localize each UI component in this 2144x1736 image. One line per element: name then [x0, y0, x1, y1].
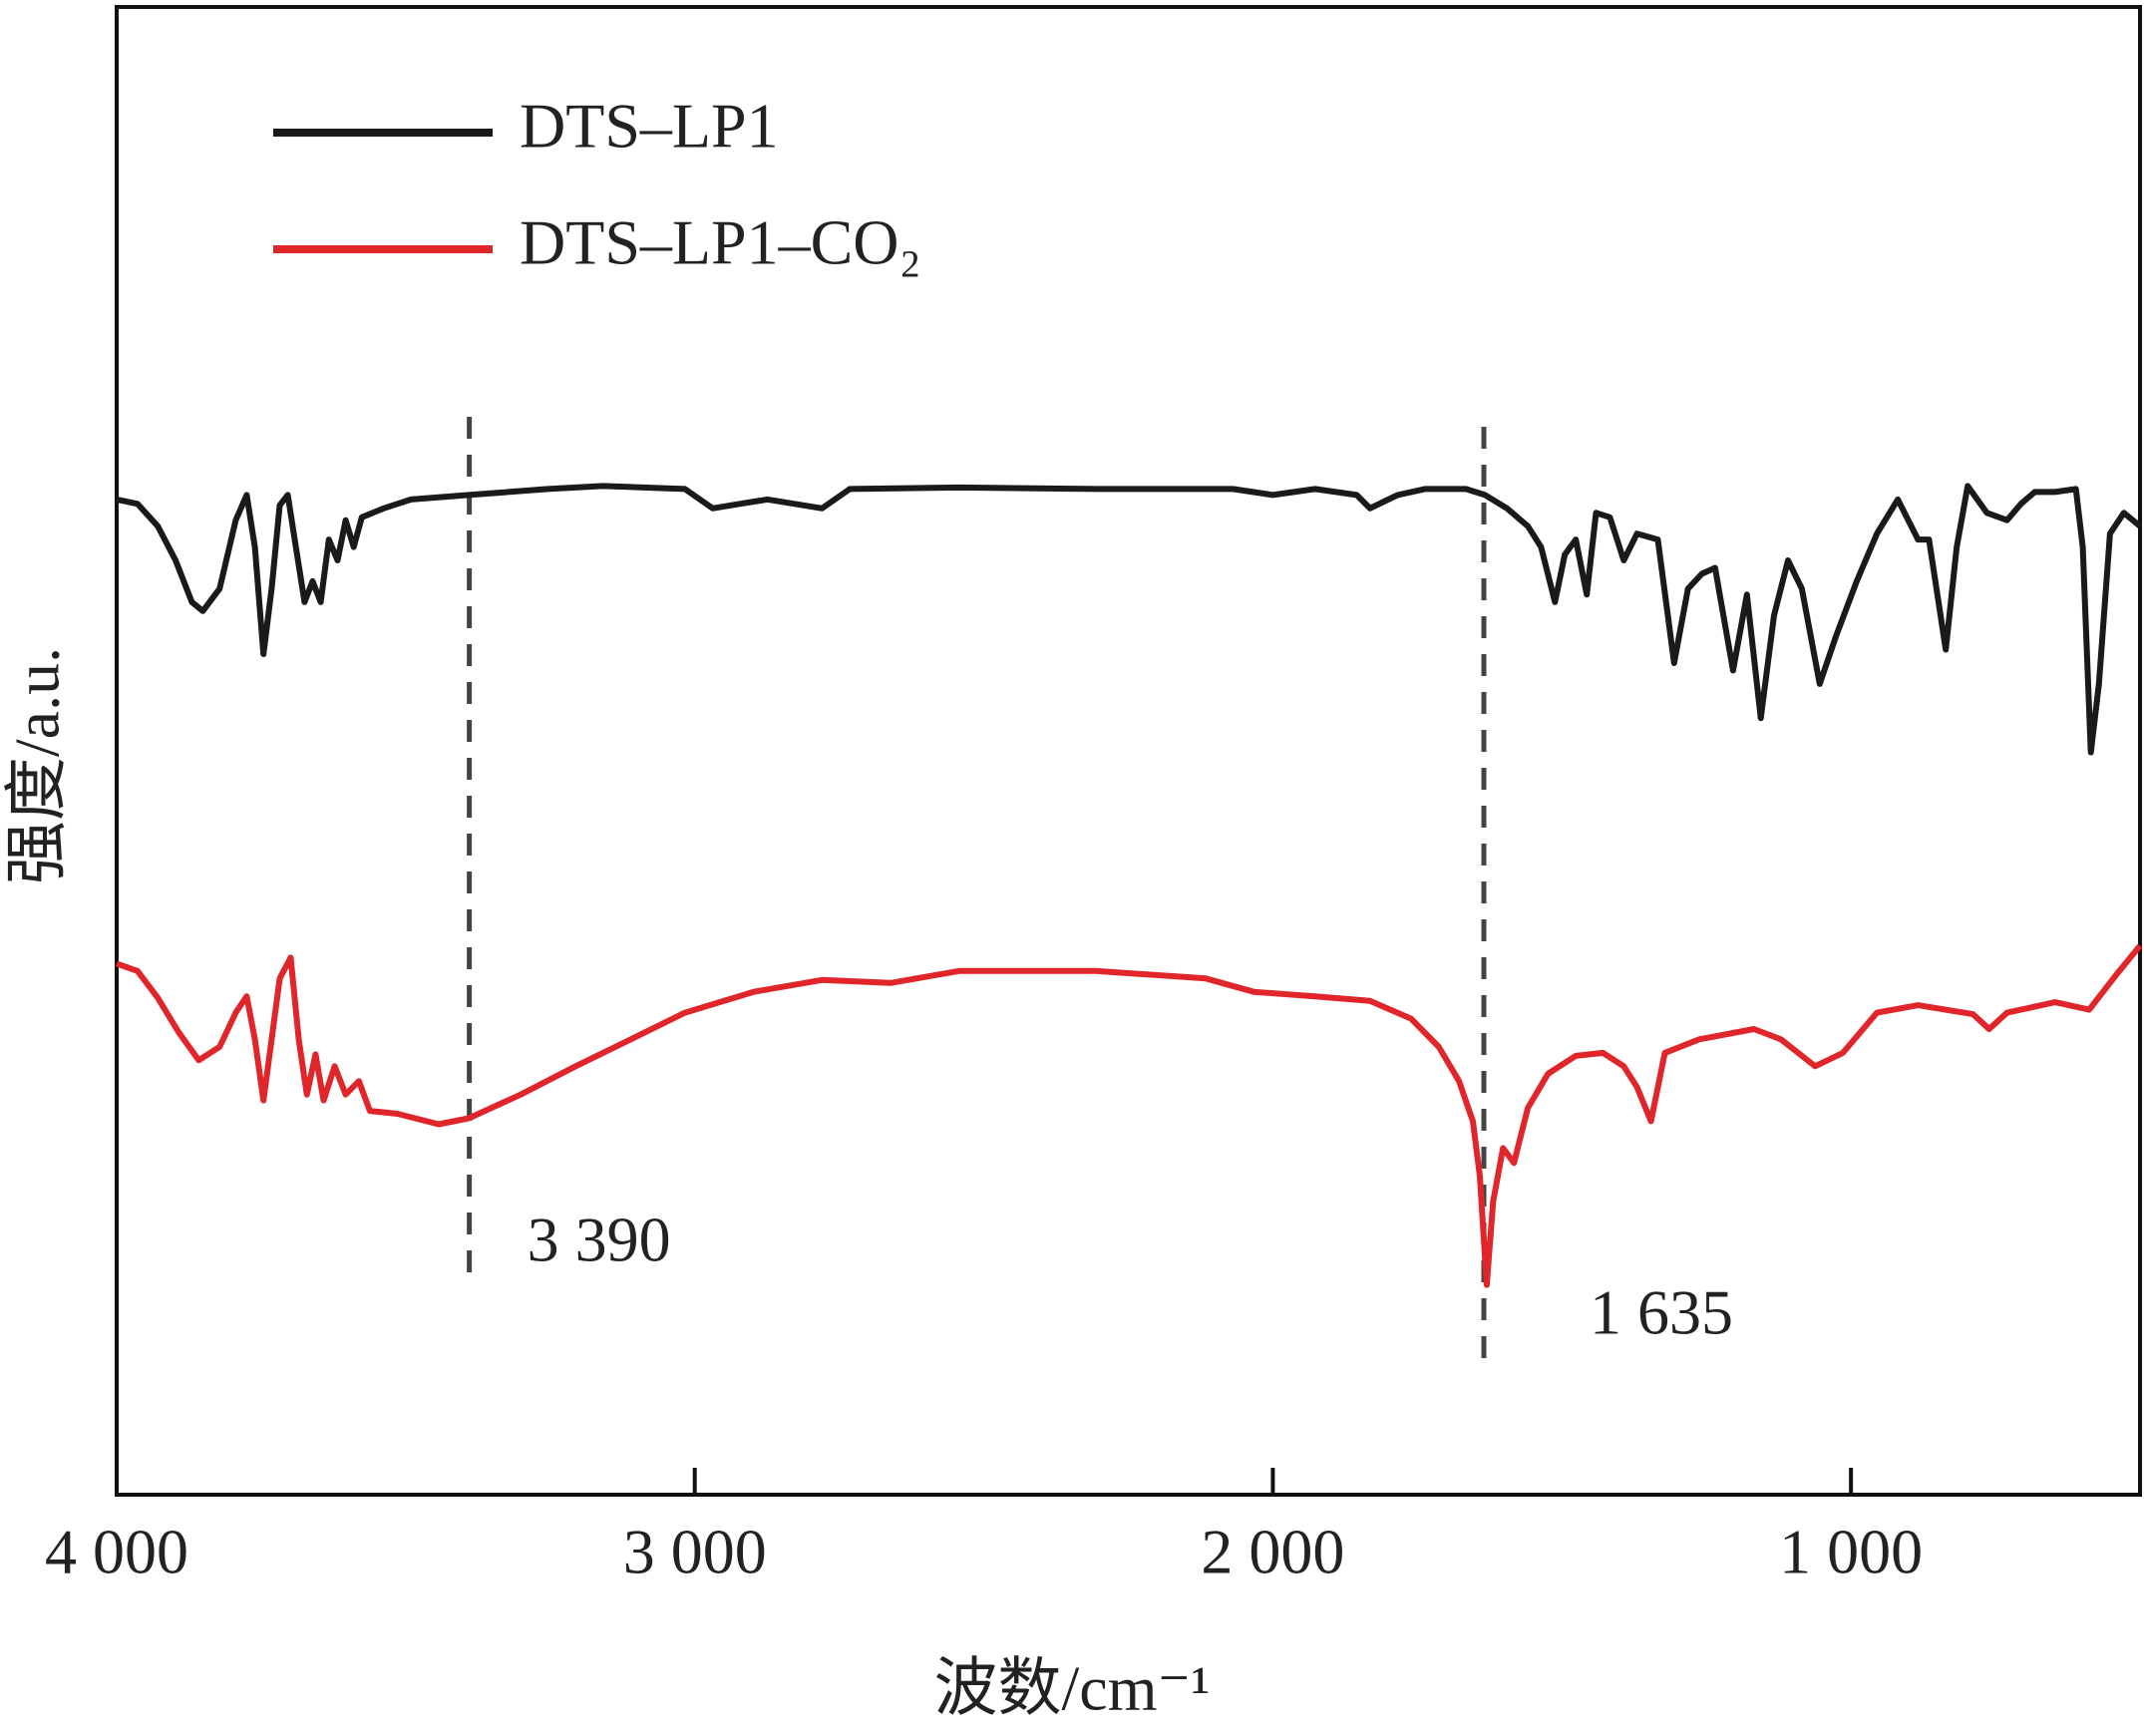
annotation-label: 3 390 [528, 1205, 671, 1275]
x-tick-label: 3 000 [623, 1517, 767, 1587]
x-axis-label: 波数/cm⁻¹ [934, 1653, 1211, 1724]
legend-label: DTS–LP1–CO₂ [520, 207, 921, 278]
series-line [116, 483, 2142, 756]
annotation-label: 1 635 [1590, 1277, 1733, 1348]
plot-frame [115, 5, 2142, 1497]
x-tick-label: 1 000 [1779, 1517, 1923, 1587]
legend-label: DTS–LP1 [520, 91, 779, 162]
x-tick-label: 4 000 [45, 1517, 188, 1587]
y-axis-label: 强度/a.u. [2, 647, 73, 884]
series-line [115, 943, 2143, 1288]
x-tick-label: 2 000 [1201, 1517, 1344, 1587]
